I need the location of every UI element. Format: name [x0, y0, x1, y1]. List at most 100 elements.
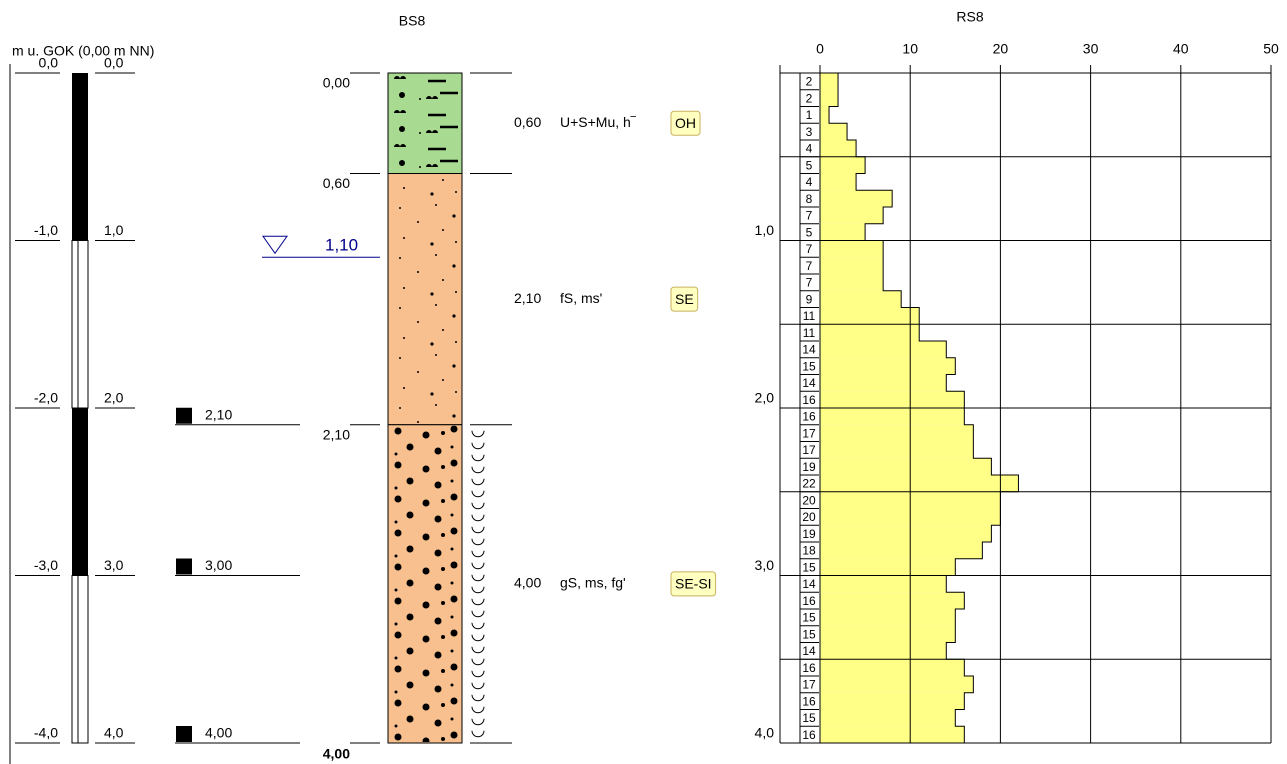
- moisture-symbol: [472, 731, 484, 737]
- layer-description: fS, ms': [560, 290, 602, 306]
- moisture-symbol: [472, 611, 484, 617]
- blow-count-bar: [820, 324, 919, 341]
- y-tick-label: 3,0: [755, 557, 775, 573]
- blow-count-bar: [820, 542, 982, 559]
- moisture-symbol: [472, 599, 484, 605]
- blow-count-label: 16: [802, 661, 816, 675]
- blow-count-label: 15: [802, 711, 816, 725]
- layer-depth: 4,00: [514, 575, 541, 591]
- depth-label: 4,00: [323, 746, 350, 762]
- depth-label: 4,0: [104, 725, 124, 741]
- blow-count-bar: [820, 391, 964, 408]
- blow-count-bar: [820, 174, 856, 191]
- blow-count-label: 22: [802, 477, 816, 491]
- blow-count-bar: [820, 140, 856, 157]
- scale-bar-white: [72, 576, 88, 744]
- blow-count-label: 7: [806, 242, 813, 256]
- sample-label: 2,10: [205, 406, 232, 422]
- x-tick-label: 10: [902, 41, 918, 57]
- depth-scale-title: m u. GOK (0,00 m NN): [12, 43, 154, 59]
- sample-label: 4,00: [205, 725, 232, 741]
- sample-label: 3,00: [205, 557, 232, 573]
- sample-marker: [176, 408, 192, 424]
- blow-count-bar: [820, 425, 973, 442]
- blow-count-bar: [820, 693, 964, 710]
- blow-count-label: 15: [802, 627, 816, 641]
- moisture-symbol: [472, 623, 484, 629]
- moisture-symbol: [472, 659, 484, 665]
- blow-count-label: 15: [802, 359, 816, 373]
- soil-group: SE: [675, 291, 694, 307]
- blow-count-label: 20: [802, 493, 816, 507]
- blow-count-label: 17: [802, 443, 816, 457]
- blow-count-bar: [820, 442, 973, 459]
- blow-count-bar: [820, 90, 838, 107]
- blow-count-bar: [820, 592, 964, 609]
- blow-count-bar: [820, 224, 865, 241]
- moisture-symbol: [472, 587, 484, 593]
- blow-count-label: 14: [802, 644, 816, 658]
- water-level-label: 1,10: [325, 236, 358, 255]
- depth-label: 0,60: [323, 175, 350, 191]
- borehole-diagram: m u. GOK (0,00 m NN) BS8 RS8 0,00,0-1,01…: [0, 0, 1287, 764]
- blow-count-bar: [820, 274, 883, 291]
- moisture-symbol: [472, 539, 484, 545]
- moisture-symbol: [472, 671, 484, 677]
- blow-count-label: 16: [802, 410, 816, 424]
- blow-count-label: 5: [806, 158, 813, 172]
- blow-count-bar: [820, 559, 955, 576]
- blow-count-bar: [820, 341, 946, 358]
- blow-count-label: 14: [802, 376, 816, 390]
- borehole-title: BS8: [399, 13, 426, 29]
- layer-description: U+S+Mu, h‾: [560, 114, 637, 130]
- scale-bar-white: [72, 241, 88, 409]
- page: { "depth_range": [0, 4], "depth_scale": …: [0, 0, 1287, 764]
- blow-count-bar: [820, 207, 883, 224]
- y-tick-label: 2,0: [755, 390, 775, 406]
- blow-count-bar: [820, 726, 964, 743]
- moisture-symbol: [472, 515, 484, 521]
- scale-bar-black: [72, 408, 88, 576]
- depth-label: 2,10: [323, 426, 350, 442]
- depth-label: 0,0: [104, 55, 124, 71]
- blow-count-label: 3: [806, 125, 813, 139]
- moisture-symbol: [472, 503, 484, 509]
- depth-label: 1,0: [104, 222, 124, 238]
- moisture-symbol: [472, 707, 484, 713]
- blow-count-bar: [820, 576, 946, 593]
- moisture-symbol: [472, 683, 484, 689]
- soil-group: SE-SI: [675, 576, 712, 592]
- blow-count-label: 15: [802, 560, 816, 574]
- elevation-label: -2,0: [34, 390, 58, 406]
- blow-count-label: 16: [802, 728, 816, 742]
- moisture-symbol: [472, 467, 484, 473]
- depth-label: 0,00: [323, 75, 350, 91]
- blow-count-label: 7: [806, 259, 813, 273]
- blow-count-label: 19: [802, 527, 816, 541]
- blow-count-label: 2: [806, 75, 813, 89]
- blow-count-bar: [820, 123, 847, 140]
- blow-count-label: 14: [802, 577, 816, 591]
- blow-count-label: 16: [802, 694, 816, 708]
- sample-marker: [176, 559, 192, 575]
- blow-count-label: 20: [802, 510, 816, 524]
- blow-count-label: 4: [806, 175, 813, 189]
- blow-count-label: 5: [806, 225, 813, 239]
- blow-count-bar: [820, 475, 1018, 492]
- moisture-symbol: [472, 443, 484, 449]
- blow-count-bar: [820, 241, 883, 258]
- blow-count-bar: [820, 525, 991, 542]
- x-tick-label: 40: [1173, 41, 1189, 57]
- moisture-symbol: [472, 479, 484, 485]
- blow-count-bar: [820, 73, 838, 90]
- blow-count-bar: [820, 676, 973, 693]
- blow-count-label: 18: [802, 544, 816, 558]
- soil-pattern: [389, 74, 461, 173]
- blow-count-bar: [820, 408, 964, 425]
- x-tick-label: 50: [1263, 41, 1279, 57]
- moisture-symbol: [472, 551, 484, 557]
- blow-count-bar: [820, 710, 955, 727]
- blow-count-label: 19: [802, 460, 816, 474]
- soil-pattern: [389, 175, 461, 424]
- x-tick-label: 0: [816, 41, 824, 57]
